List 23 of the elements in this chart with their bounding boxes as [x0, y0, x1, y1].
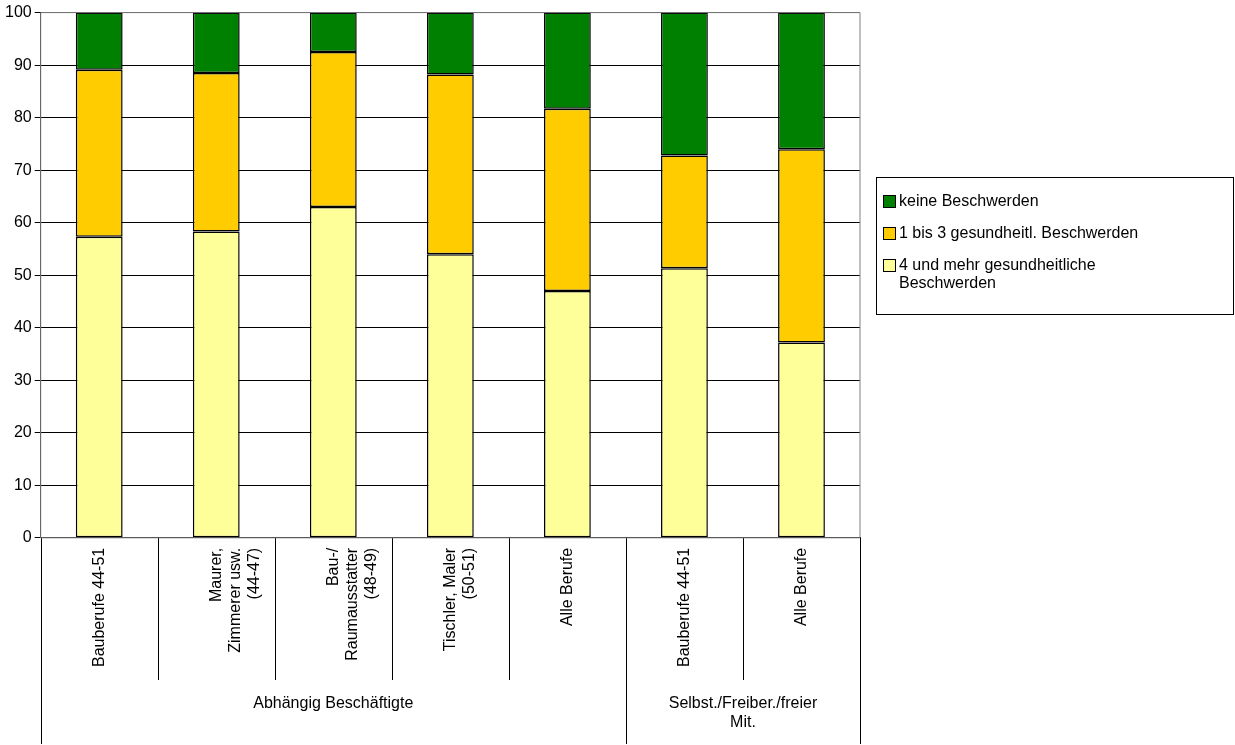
x-tick-label: Bauberufe 44-51 — [674, 547, 692, 667]
legend-label: 4 und mehr gesundheitliche Beschwerden — [899, 256, 1097, 292]
text: Abhängig Beschäftigte — [253, 694, 414, 712]
legend-label: 1 bis 3 gesundheitl. Beschwerden — [899, 224, 1139, 242]
legend-label: keine Beschwerden — [899, 192, 1039, 210]
x-tick-label: Alle Berufe — [791, 547, 809, 627]
y-tick-label: 10 — [13, 475, 32, 493]
y-tick-label: 100 — [4, 3, 32, 21]
y-tick-label: 90 — [13, 55, 32, 73]
x-tick-label: Bauberufe 44-51 — [89, 547, 107, 667]
y-tick-label: 50 — [13, 265, 32, 283]
y-tick-label: 40 — [13, 318, 32, 336]
y-tick-label: 70 — [13, 160, 32, 178]
y-tick-label: 30 — [13, 370, 32, 388]
y-tick-label: 80 — [13, 108, 32, 126]
x-tick-label: Bau-/Raumausstatter (48-49) — [323, 547, 380, 661]
x-tick-label: Tischler, Maler (50-51) — [440, 547, 477, 652]
x-tick-label: Alle Berufe — [557, 547, 575, 627]
y-tick-label: 20 — [13, 423, 32, 441]
text: Selbst./Freiber./freier Mit. — [668, 694, 818, 731]
y-tick-label: 60 — [13, 213, 32, 231]
y-tick-label: 0 — [22, 528, 32, 546]
x-tick-label: Maurer, Zimmerer usw. (44-47) — [206, 547, 263, 653]
